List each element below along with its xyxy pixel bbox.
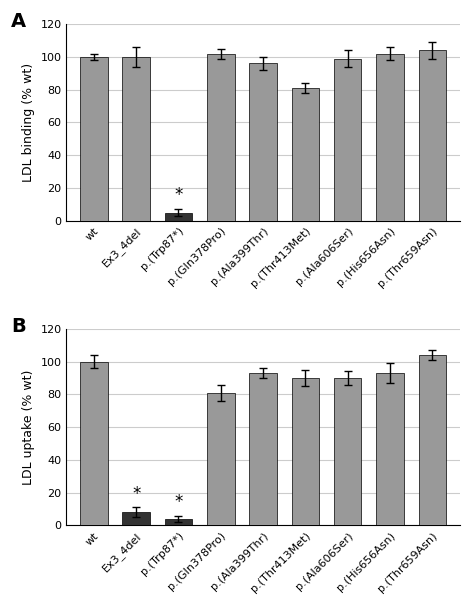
Y-axis label: LDL binding (% wt): LDL binding (% wt) bbox=[22, 63, 35, 182]
Bar bbox=[207, 393, 235, 525]
Bar bbox=[334, 59, 361, 220]
Text: B: B bbox=[11, 317, 26, 336]
Bar bbox=[292, 88, 319, 220]
Bar bbox=[164, 519, 192, 525]
Y-axis label: LDL uptake (% wt): LDL uptake (% wt) bbox=[22, 370, 35, 485]
Bar bbox=[249, 63, 277, 220]
Bar bbox=[80, 57, 108, 220]
Bar bbox=[207, 54, 235, 220]
Bar bbox=[249, 373, 277, 525]
Text: A: A bbox=[11, 12, 27, 31]
Bar bbox=[164, 213, 192, 220]
Bar bbox=[292, 378, 319, 525]
Bar bbox=[80, 362, 108, 525]
Text: *: * bbox=[174, 493, 182, 511]
Bar bbox=[376, 373, 404, 525]
Bar bbox=[334, 378, 361, 525]
Text: *: * bbox=[132, 484, 140, 503]
Bar bbox=[419, 355, 446, 525]
Bar bbox=[122, 57, 150, 220]
Bar bbox=[419, 50, 446, 220]
Text: *: * bbox=[174, 187, 182, 204]
Bar bbox=[376, 54, 404, 220]
Bar bbox=[122, 512, 150, 525]
